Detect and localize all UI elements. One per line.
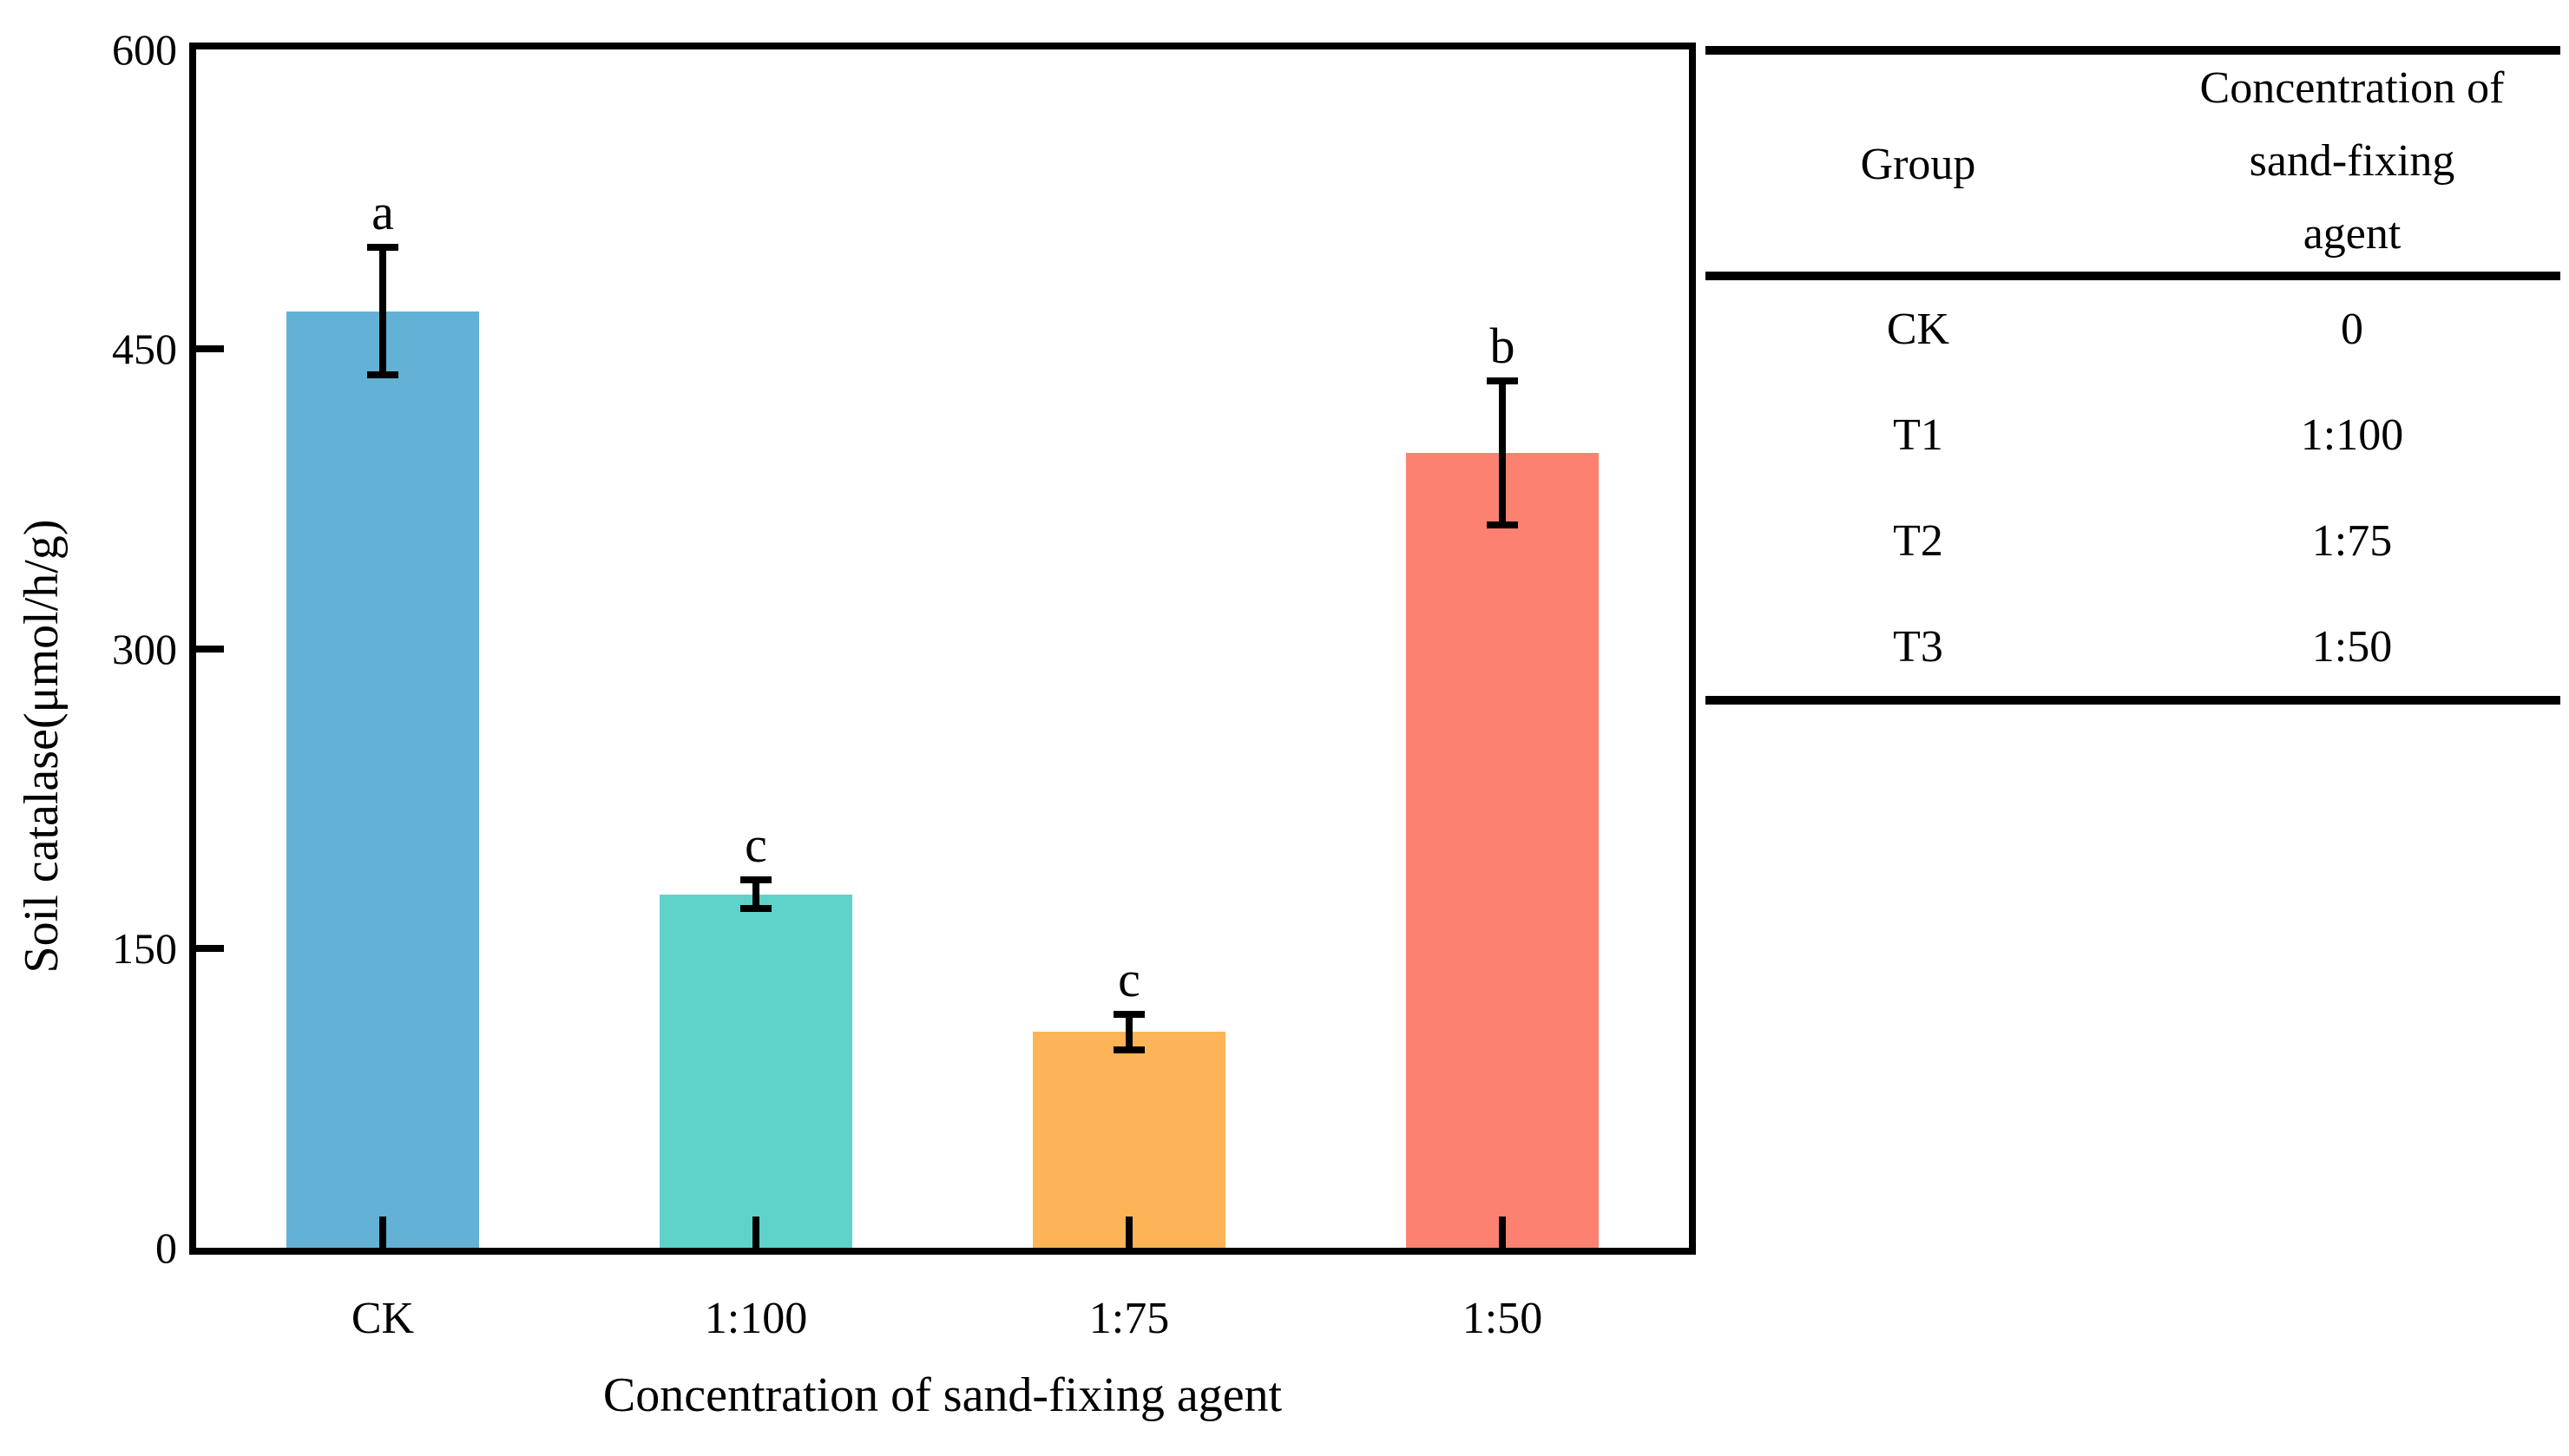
- error-bar-line: [379, 246, 386, 376]
- table-header-rule: [1705, 272, 2560, 280]
- error-bar-cap-top: [367, 243, 398, 251]
- y-tick: [196, 645, 224, 653]
- sig-letter: b: [1489, 318, 1515, 375]
- error-bar-cap-top: [740, 876, 772, 884]
- error-bar-line: [1499, 381, 1506, 525]
- table-cell-concentration: 0: [2341, 305, 2363, 354]
- y-tick-label: 450: [112, 325, 177, 374]
- bar-CK: [286, 311, 479, 1248]
- error-bar-cap-bottom: [367, 371, 398, 379]
- y-tick-label: 600: [112, 25, 177, 74]
- error-bar-line: [752, 880, 759, 908]
- x-tick: [1499, 1217, 1506, 1248]
- table-cell-group: T2: [1893, 516, 1943, 566]
- error-bar-cap-bottom: [1114, 1046, 1145, 1054]
- table-cell-concentration: 1:50: [2311, 622, 2393, 672]
- table-cell-group: T3: [1893, 622, 1943, 672]
- table-top-rule: [1705, 46, 2560, 55]
- error-bar-cap-bottom: [1487, 521, 1518, 528]
- x-tick: [1126, 1217, 1133, 1248]
- y-axis-title: Soil catalase(μmol/h/g): [15, 519, 69, 974]
- table-cell-concentration: 1:100: [2300, 410, 2404, 460]
- error-bar-cap-top: [1487, 377, 1518, 385]
- y-tick-label: 150: [112, 923, 177, 973]
- x-tick-label: 1:75: [1088, 1294, 1170, 1343]
- error-bar-cap-top: [1114, 1010, 1145, 1018]
- error-bar-cap-bottom: [740, 904, 772, 912]
- x-tick-label: CK: [351, 1294, 415, 1343]
- x-tick-label: 1:100: [704, 1294, 808, 1343]
- x-tick-label: 1:50: [1462, 1294, 1543, 1343]
- table-bottom-rule: [1705, 696, 2560, 705]
- y-tick-label: 300: [112, 624, 177, 673]
- sig-letter: a: [371, 183, 394, 240]
- table-cell-group: T1: [1893, 410, 1943, 460]
- error-bar-line: [1126, 1013, 1133, 1051]
- y-tick: [196, 944, 224, 952]
- sig-letter: c: [745, 817, 767, 874]
- y-tick-label: 0: [155, 1223, 177, 1272]
- bar-1:50: [1406, 452, 1599, 1248]
- bar-1:100: [660, 894, 852, 1248]
- y-tick: [196, 345, 224, 353]
- x-axis-title: Concentration of sand-fixing agent: [602, 1368, 1283, 1422]
- sig-letter: c: [1118, 950, 1140, 1007]
- bar-1:75: [1033, 1032, 1225, 1248]
- table-cell-concentration: 1:75: [2311, 516, 2393, 566]
- table-header-concentration: Concentration of sand-fixing agent: [2199, 63, 2505, 259]
- table-cell-group: CK: [1886, 305, 1950, 354]
- table-header-group: Group: [1860, 140, 1976, 189]
- x-tick: [752, 1217, 759, 1248]
- x-tick: [379, 1217, 386, 1248]
